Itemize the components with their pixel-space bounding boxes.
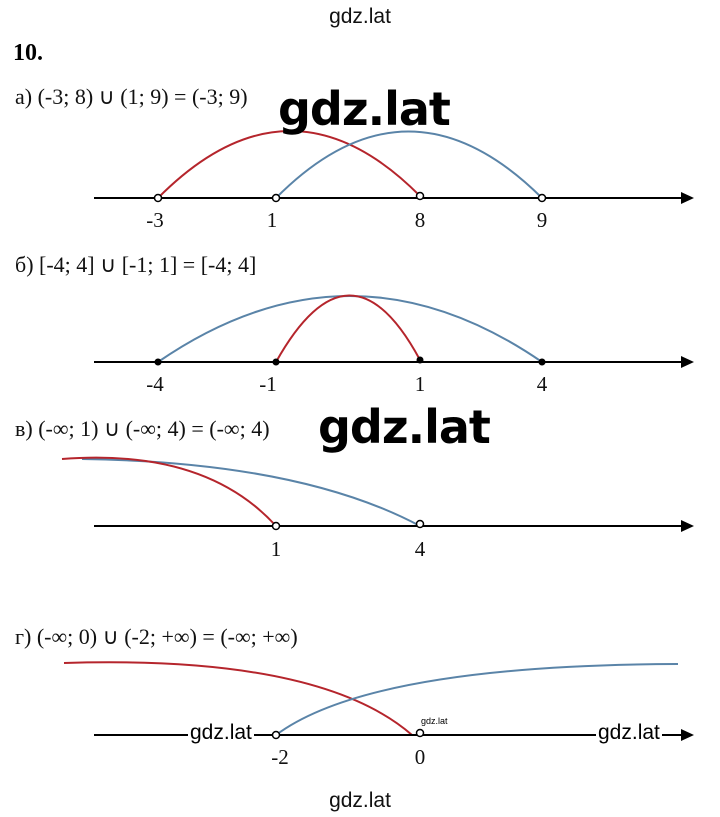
tick-label-d-2: 0	[415, 745, 426, 769]
watermark-top: gdz.lat	[329, 5, 391, 28]
watermark-large-c: gdz.lat	[318, 400, 491, 454]
tick-label-b-1: -4	[146, 372, 164, 396]
point-a-2	[271, 193, 281, 203]
point-a-3	[415, 191, 425, 201]
watermark-bottom: gdz.lat	[329, 789, 391, 812]
watermark-inline-right: gdz.lat	[596, 721, 662, 744]
tick-label-a-1: -3	[146, 208, 164, 232]
arc-red-c	[61, 456, 277, 527]
tick-label-c-1: 1	[271, 537, 282, 561]
point-b-4	[538, 358, 546, 366]
point-d-1	[271, 730, 281, 740]
axis-arrow-b	[681, 356, 694, 368]
arc-blue-a	[275, 130, 543, 199]
point-c-1	[271, 521, 281, 531]
point-b-1	[154, 358, 162, 366]
tick-label-a-3: 8	[415, 208, 426, 232]
number-line-a: -3 1 8 9	[94, 130, 694, 232]
point-a-4	[537, 193, 547, 203]
arc-blue-c	[81, 458, 421, 527]
tick-label-d-1: -2	[271, 745, 289, 769]
watermark-tiny: gdz.lat	[421, 716, 448, 726]
arc-blue-d	[275, 663, 679, 736]
point-a-1	[153, 193, 163, 203]
number-line-c: 1 4	[61, 456, 694, 561]
equation-b: б) [-4; 4] ∪ [-1; 1] = [-4; 4]	[15, 252, 257, 277]
tick-label-a-4: 9	[537, 208, 548, 232]
equation-d: г) (-∞; 0) ∪ (-2; +∞) = (-∞; +∞)	[15, 624, 298, 649]
problem-number: 10.	[13, 40, 43, 66]
arc-blue-b	[157, 295, 543, 363]
equation-a: а) (-3; 8) ∪ (1; 9) = (-3; 9)	[15, 84, 248, 109]
point-b-3	[416, 356, 424, 364]
watermark-inline-left: gdz.lat	[188, 721, 254, 744]
number-line-b: -4 -1 1 4	[94, 294, 694, 396]
point-b-2	[272, 358, 280, 366]
point-d-2	[415, 728, 425, 738]
arc-red-d	[63, 661, 413, 736]
point-c-2	[415, 519, 425, 529]
equation-c: в) (-∞; 1) ∪ (-∞; 4) = (-∞; 4)	[15, 416, 270, 441]
tick-label-a-2: 1	[267, 208, 278, 232]
tick-label-c-2: 4	[415, 537, 426, 561]
axis-arrow-a	[681, 192, 694, 204]
axis-arrow-d	[681, 729, 694, 741]
number-line-d: -2 0	[63, 661, 694, 769]
axis-arrow-c	[681, 520, 694, 532]
arc-red-b	[275, 294, 421, 363]
tick-label-b-3: 1	[415, 372, 426, 396]
watermark-large-a: gdz.lat	[278, 82, 451, 136]
arc-red-a	[157, 130, 421, 199]
tick-label-b-4: 4	[537, 372, 548, 396]
tick-label-b-2: -1	[259, 372, 277, 396]
